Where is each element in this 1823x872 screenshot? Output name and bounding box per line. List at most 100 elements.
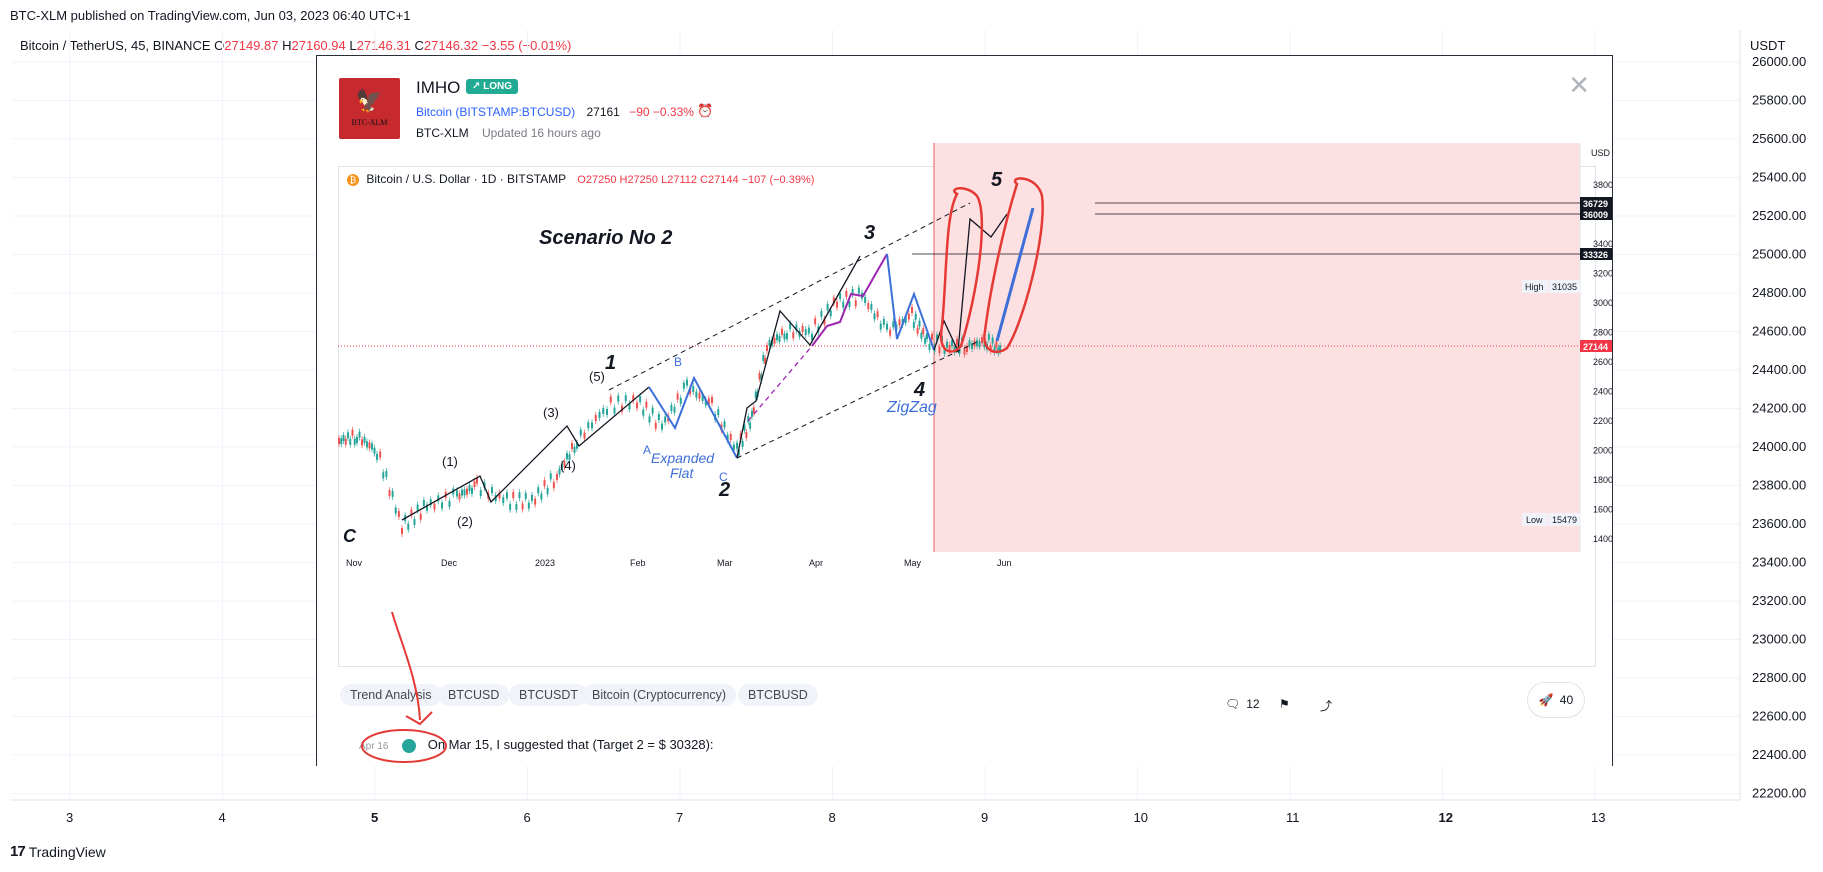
wave-label: (2): [457, 514, 473, 529]
inner-price-tick: 28000: [1593, 328, 1613, 338]
outer-time-tick: 7: [676, 810, 683, 825]
wave-label: (1): [442, 454, 458, 469]
inner-time-tick: Nov: [346, 558, 363, 568]
zigzag-label: ZigZag: [886, 399, 937, 416]
low-tag-label: Low: [1526, 515, 1543, 525]
updated-text: Updated 16 hours ago: [482, 126, 601, 140]
tradingview-logo[interactable]: 17 TradingView: [10, 843, 106, 860]
outer-price-tick: 23200.00: [1752, 593, 1806, 608]
open-value: 27149.87: [224, 38, 279, 53]
outer-price-tick: 25200.00: [1752, 208, 1806, 223]
outer-time-tick: 10: [1134, 810, 1148, 825]
rocket-icon: 🚀: [1538, 693, 1554, 707]
wave-label: A: [643, 443, 651, 457]
tag-trend-analysis[interactable]: Trend Analysis: [340, 684, 442, 706]
share-icon: ⤴: [1320, 699, 1333, 713]
tag-btcusdt[interactable]: BTCUSDT: [509, 684, 589, 706]
low-value: 27146.31: [356, 38, 411, 53]
high-tag-value: 31035: [1552, 282, 1577, 292]
outer-price-tick: 25800.00: [1752, 93, 1806, 108]
inner-ohlc: O27250 H27250 L27112 C27144 −107 (−0.39%…: [577, 174, 815, 186]
outer-price-tick: 25600.00: [1752, 131, 1806, 146]
close-icon[interactable]: ✕: [1568, 70, 1590, 100]
outer-price-tick: 24000.00: [1752, 439, 1806, 454]
share-button[interactable]: ⤴: [1320, 697, 1332, 714]
author-line: BTC-XLM Updated 16 hours ago: [416, 126, 601, 140]
comment-marker-icon[interactable]: [402, 738, 417, 753]
outer-price-tick: 26000.00: [1752, 54, 1806, 69]
inner-time-tick: Feb: [630, 558, 646, 568]
author-name[interactable]: BTC-XLM: [416, 126, 469, 140]
outer-price-tick: 22400.00: [1752, 747, 1806, 762]
comments-button[interactable]: 🗨 12: [1225, 697, 1260, 711]
comment-preview: Apr 16 On Mar 15, I suggested that (Targ…: [359, 737, 714, 753]
wave-label: 2: [718, 479, 730, 501]
price-box-label: 36729: [1583, 199, 1608, 209]
tag-bitcoin-cryptocurrency-[interactable]: Bitcoin (Cryptocurrency): [582, 684, 737, 706]
inner-time-tick: Apr: [809, 558, 823, 568]
boost-button[interactable]: 🚀 40: [1527, 682, 1585, 718]
tag-btcusd[interactable]: BTCUSD: [438, 684, 510, 706]
close-value: 27146.32: [423, 38, 479, 53]
symbol-link[interactable]: Bitcoin (BITSTAMP:BTCUSD): [416, 105, 576, 119]
outer-price-tick: 22200.00: [1752, 786, 1806, 801]
price-box-label: 27144: [1583, 342, 1608, 352]
close-label: C: [414, 38, 424, 53]
wave-label: (5): [589, 369, 605, 384]
outer-time-tick: 3: [66, 810, 73, 825]
comment-icon: 🗨: [1225, 697, 1241, 711]
wave-label: 1: [605, 352, 616, 374]
eagle-icon: 🦅: [355, 88, 384, 113]
outer-time-tick: 4: [219, 810, 226, 825]
outer-price-tick: 24400.00: [1752, 362, 1806, 377]
change-value: −3.55 (−0.01%): [481, 38, 572, 53]
inner-symbol-legend: ₿ Bitcoin / U.S. Dollar · 1D · BITSTAMP …: [347, 172, 814, 186]
inner-price-tick: 38000: [1593, 180, 1613, 190]
high-tag-label: High: [1525, 282, 1544, 292]
inner-symbol-name: Bitcoin / U.S. Dollar · 1D · BITSTAMP: [366, 172, 566, 186]
outer-time-tick: 12: [1439, 810, 1453, 825]
currency-label: USDT: [1750, 38, 1786, 53]
comments-count: 12: [1246, 697, 1260, 711]
outer-time-tick: 9: [981, 810, 988, 825]
expanded-label: Expanded: [651, 450, 715, 466]
flag-button[interactable]: ⚑: [1279, 697, 1290, 711]
outer-price-tick: 25000.00: [1752, 247, 1806, 262]
low-tag-value: 15479: [1552, 515, 1577, 525]
inner-time-tick: Dec: [441, 558, 458, 568]
symbol-line: Bitcoin (BITSTAMP:BTCUSD) 27161 −90 −0.3…: [416, 105, 694, 119]
price-box-label: 33326: [1583, 250, 1608, 260]
outer-time-tick: 13: [1591, 810, 1605, 825]
wave-label: C: [719, 470, 728, 484]
symbol-name: Bitcoin / TetherUS, 45, BINANCE: [20, 38, 211, 53]
inner-price-tick: 34000: [1593, 239, 1613, 249]
inner-price-tick: 32000: [1593, 269, 1613, 279]
author-avatar[interactable]: 🦅 BTC-XLM: [339, 78, 400, 139]
inner-time-tick: 2023: [535, 558, 555, 568]
inner-price-tick: 18000: [1593, 475, 1613, 485]
outer-time-tick: 8: [829, 810, 836, 825]
price-box-label: 36009: [1583, 210, 1608, 220]
outer-price-tick: 23800.00: [1752, 478, 1806, 493]
flag-icon: ⚑: [1279, 697, 1290, 711]
tag-btcbusd[interactable]: BTCBUSD: [738, 684, 818, 706]
outer-price-tick: 24600.00: [1752, 324, 1806, 339]
inner-time-tick: Mar: [717, 558, 733, 568]
idea-title: IMHO: [416, 78, 461, 97]
high-label: H: [282, 38, 292, 53]
comment-date: Apr 16: [359, 741, 389, 752]
alarm-clock-icon[interactable]: ⏰: [697, 103, 714, 118]
outer-time-tick: 11: [1286, 810, 1300, 825]
high-value: 27160.94: [291, 38, 346, 53]
scenario-label: Scenario No 2: [539, 227, 672, 249]
symbol-price: 27161: [586, 105, 620, 119]
avatar-text: BTC-XLM: [351, 118, 388, 127]
open-label: O: [214, 38, 225, 53]
outer-price-tick: 23400.00: [1752, 555, 1806, 570]
flat-label: Flat: [670, 465, 694, 481]
comment-text: On Mar 15, I suggested that (Target 2 = …: [427, 737, 714, 752]
wave-label: (3): [543, 405, 559, 420]
brand-text: TradingView: [28, 843, 106, 860]
bitcoin-icon: ₿: [347, 173, 359, 186]
outer-price-tick: 22600.00: [1752, 709, 1806, 724]
